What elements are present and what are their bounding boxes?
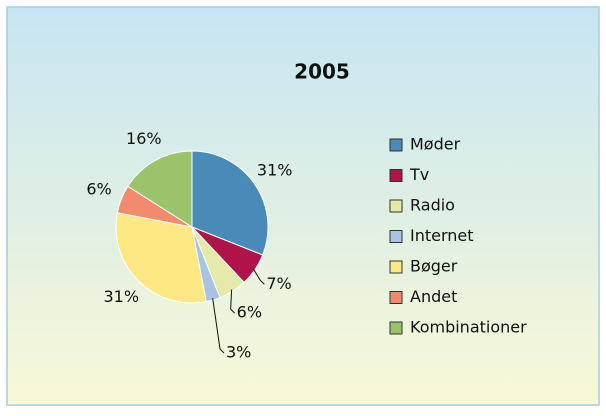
plot-background (6, 6, 600, 406)
legend-swatch (389, 138, 403, 152)
legend-label: Radio (410, 196, 455, 215)
legend-swatch (389, 169, 403, 182)
legend-swatch (389, 291, 403, 304)
data-label: 31% (104, 287, 140, 306)
pie-slice (115, 212, 207, 304)
data-label: 31% (257, 160, 293, 179)
pie-slice (127, 150, 193, 228)
leader-line (252, 268, 265, 285)
legend-swatch (389, 260, 403, 274)
leader-line (212, 297, 225, 354)
legend-swatch (389, 230, 403, 243)
legend-label: Tv (409, 165, 429, 184)
data-label: 3% (226, 343, 251, 362)
pie-slice (191, 150, 269, 256)
legend-label: Bøger (410, 257, 458, 276)
legend-label: Andet (410, 287, 457, 306)
legend-label: Kombinationer (410, 318, 527, 337)
data-label: 6% (86, 180, 111, 199)
data-label: 6% (237, 303, 262, 322)
data-label: 7% (266, 274, 291, 293)
legend-label: Møder (410, 135, 461, 154)
legend-label: Internet (410, 226, 474, 245)
leader-line (230, 289, 236, 314)
legend-swatch (389, 321, 403, 335)
data-label: 16% (126, 129, 162, 148)
chart-title: 2005 (294, 60, 350, 84)
legend-swatch (389, 199, 403, 213)
